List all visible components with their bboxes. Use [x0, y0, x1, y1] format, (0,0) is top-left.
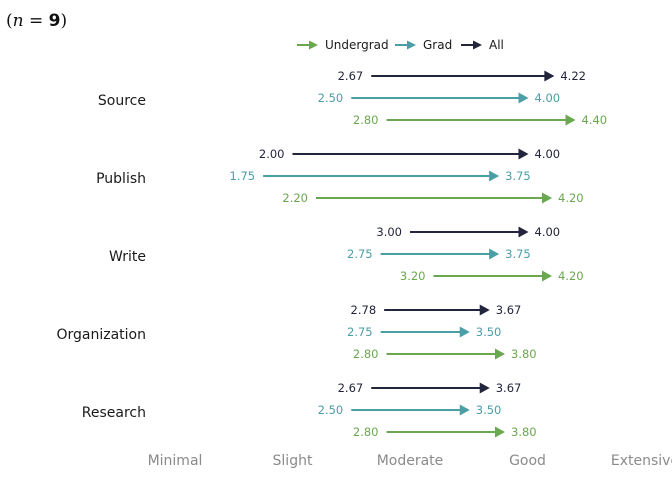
- end-value-research-grad: 3.50: [476, 403, 502, 417]
- end-value-source-grad: 4.00: [535, 91, 561, 105]
- category-label-research: Research: [82, 405, 146, 421]
- start-value-write-all: 3.00: [376, 225, 402, 239]
- legend-label-undergrad: Undergrad: [325, 38, 389, 52]
- n-suffix: ): [61, 11, 68, 31]
- arrowhead-organization-undergrad: [495, 348, 505, 360]
- arrowhead-publish-grad: [489, 170, 500, 182]
- arrowhead-research-all: [479, 382, 490, 394]
- legend-arrowhead-all: [473, 40, 482, 50]
- arrowhead-source-grad: [518, 92, 529, 104]
- legend-label-grad: Grad: [423, 38, 452, 52]
- legend: Undergrad Grad All: [297, 38, 504, 52]
- legend-arrowhead-grad: [407, 40, 416, 50]
- n-symbol: n: [13, 11, 24, 31]
- category-label-write: Write: [109, 249, 146, 265]
- arrowhead-organization-all: [479, 304, 490, 316]
- start-value-source-grad: 2.50: [318, 91, 344, 105]
- end-value-research-undergrad: 3.80: [511, 425, 537, 439]
- start-value-organization-grad: 2.75: [347, 325, 373, 339]
- start-value-research-undergrad: 2.80: [353, 425, 379, 439]
- arrowhead-publish-all: [518, 148, 529, 160]
- x-tick-minimal: Minimal: [148, 453, 203, 469]
- legend-label-all: All: [489, 38, 504, 52]
- start-value-publish-undergrad: 2.20: [282, 191, 308, 205]
- start-value-write-undergrad: 3.20: [400, 269, 426, 283]
- start-value-write-grad: 2.75: [347, 247, 373, 261]
- start-value-publish-all: 2.00: [259, 147, 285, 161]
- arrowhead-research-undergrad: [495, 426, 505, 438]
- end-value-publish-all: 4.00: [535, 147, 561, 161]
- category-label-source: Source: [98, 93, 146, 109]
- start-value-research-grad: 2.50: [318, 403, 344, 417]
- start-value-publish-grad: 1.75: [230, 169, 256, 183]
- x-tick-good: Good: [509, 453, 546, 469]
- end-value-source-undergrad: 4.40: [582, 113, 608, 127]
- end-value-publish-grad: 3.75: [505, 169, 531, 183]
- n-prefix: (: [6, 11, 13, 31]
- arrowhead-write-all: [518, 226, 529, 238]
- arrowhead-source-undergrad: [565, 114, 576, 126]
- end-value-write-all: 4.00: [535, 225, 561, 239]
- start-value-organization-all: 2.78: [351, 303, 377, 317]
- x-axis-ticks: Minimal Slight Moderate Good Extensive: [148, 453, 672, 469]
- arrowhead-source-all: [544, 70, 555, 82]
- end-value-source-all: 4.22: [560, 69, 586, 83]
- arrowhead-write-grad: [489, 248, 500, 260]
- sample-size-annotation: (n = 9): [6, 11, 67, 31]
- arrowhead-write-undergrad: [542, 270, 552, 282]
- arrowhead-research-grad: [459, 404, 470, 416]
- arrowhead-organization-grad: [459, 326, 470, 338]
- category-label-publish: Publish: [96, 171, 146, 187]
- start-value-source-undergrad: 2.80: [353, 113, 379, 127]
- category-label-organization: Organization: [56, 327, 146, 343]
- start-value-source-all: 2.67: [338, 69, 364, 83]
- n-equals: =: [24, 11, 49, 31]
- x-tick-slight: Slight: [273, 453, 313, 469]
- x-tick-moderate: Moderate: [377, 453, 444, 469]
- end-value-write-grad: 3.75: [505, 247, 531, 261]
- end-value-organization-all: 3.67: [496, 303, 522, 317]
- start-value-research-all: 2.67: [338, 381, 364, 395]
- legend-arrowhead-undergrad: [309, 40, 318, 50]
- x-tick-extensive: Extensive: [611, 453, 672, 469]
- end-value-publish-undergrad: 4.20: [558, 191, 584, 205]
- n-value: 9: [49, 11, 61, 31]
- end-value-organization-undergrad: 3.80: [511, 347, 537, 361]
- end-value-organization-grad: 3.50: [476, 325, 502, 339]
- end-value-write-undergrad: 4.20: [558, 269, 584, 283]
- start-value-organization-undergrad: 2.80: [353, 347, 379, 361]
- chart-marks: Source 2.67 4.22 2.50 4.00 2.80 4.40 Publish 2.0…: [56, 69, 607, 439]
- end-value-research-all: 3.67: [496, 381, 522, 395]
- arrowhead-publish-undergrad: [542, 192, 552, 204]
